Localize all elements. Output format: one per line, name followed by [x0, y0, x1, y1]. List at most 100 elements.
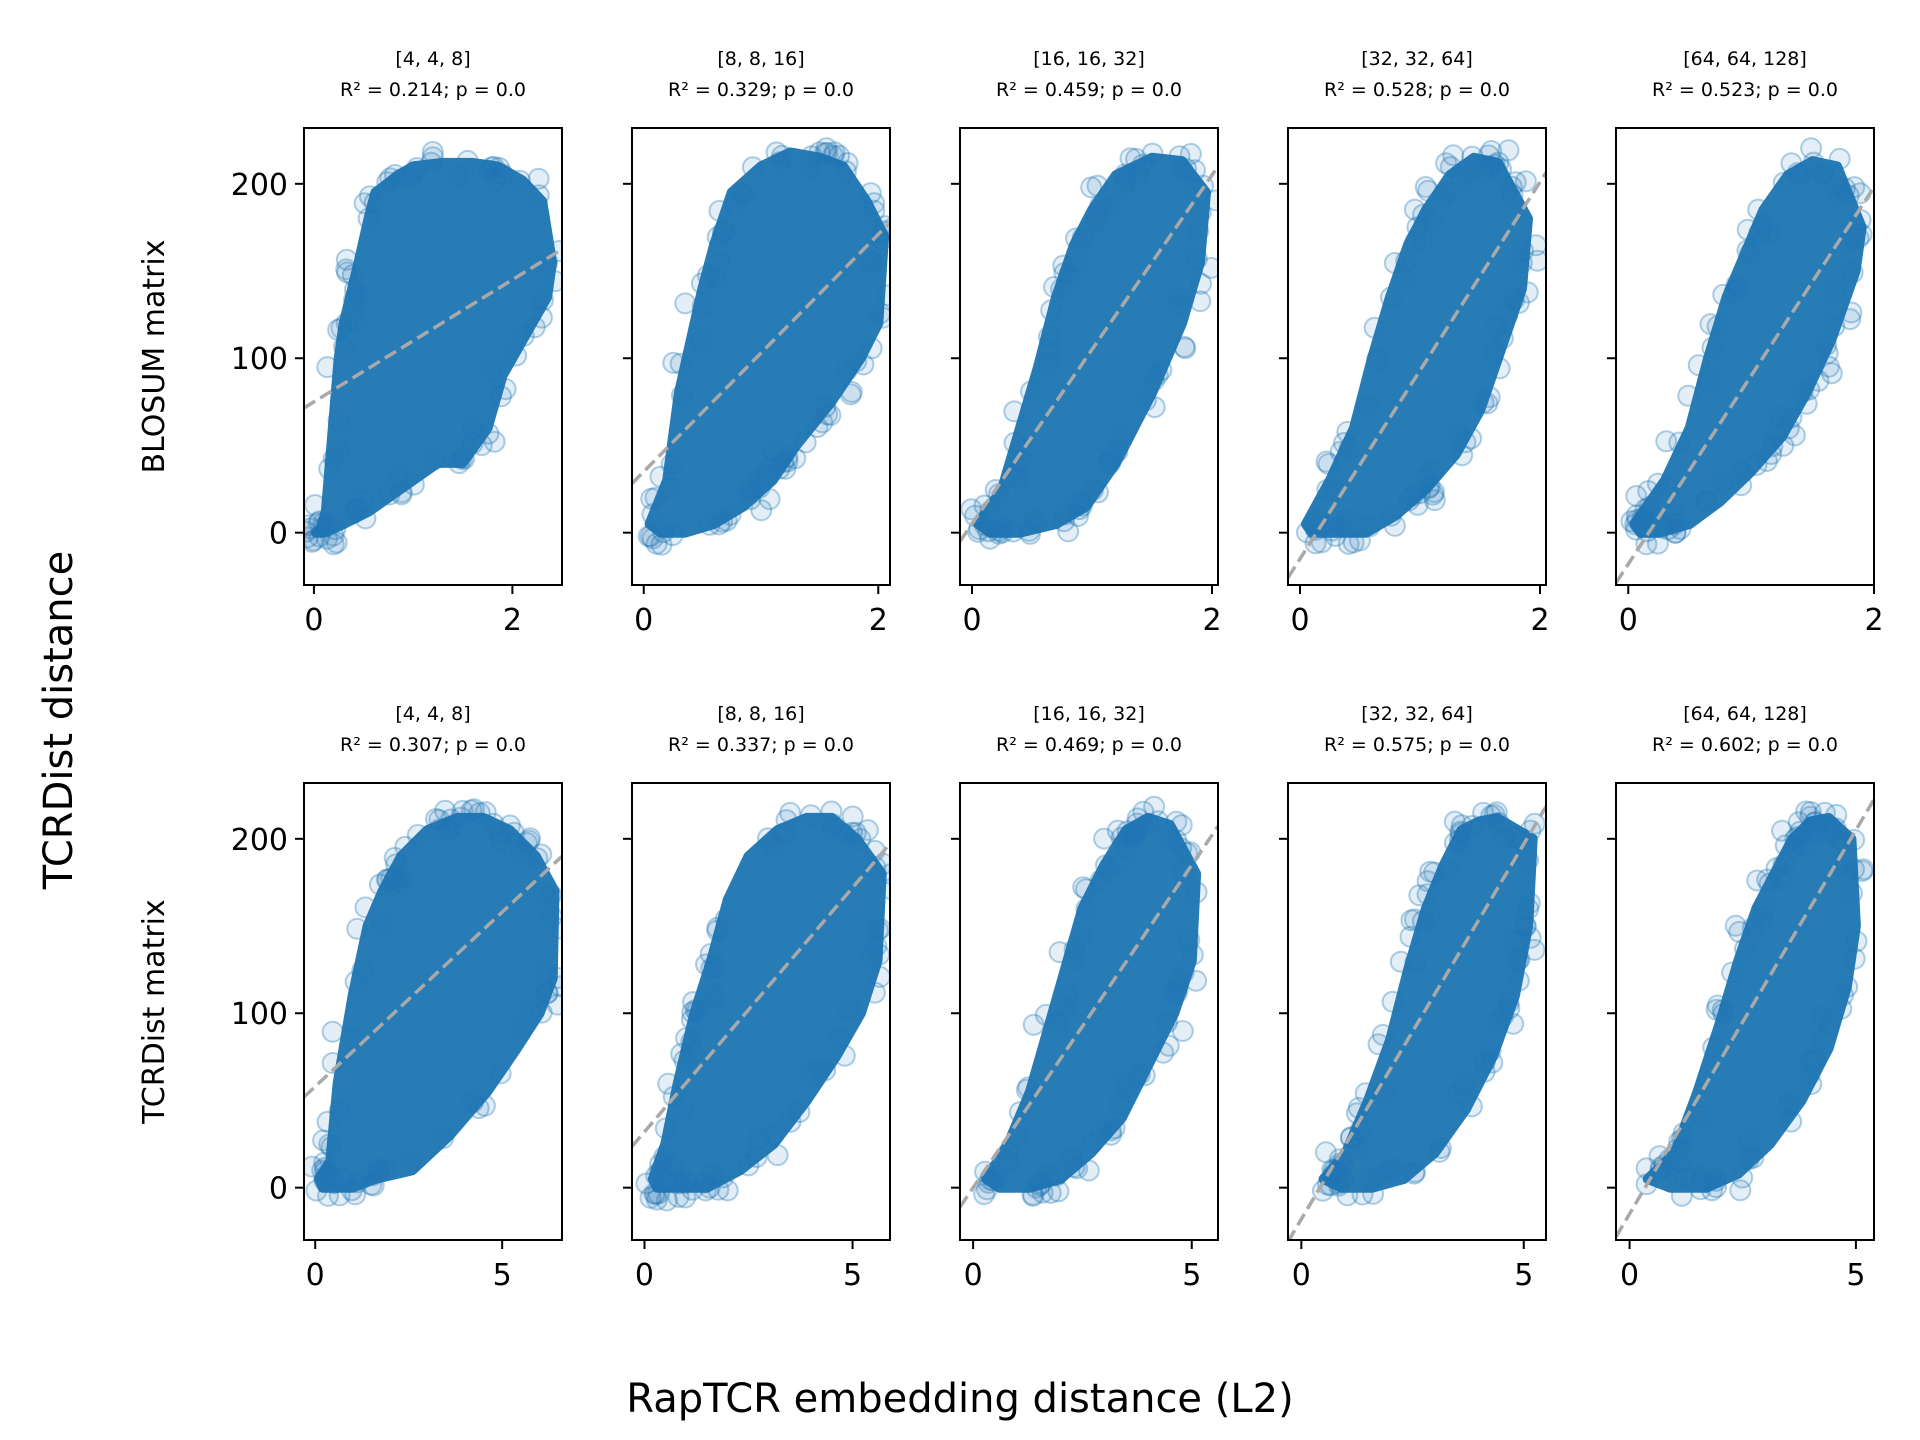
scatter-point	[1146, 810, 1169, 833]
scatter-point	[463, 798, 485, 821]
y-tick-label: 0	[269, 517, 288, 552]
scatter-points	[1311, 801, 1546, 1207]
scatter-point	[841, 821, 863, 844]
scatter-point	[1397, 489, 1420, 512]
scatter-point	[1106, 853, 1129, 876]
scatter-point	[304, 517, 322, 540]
plot-area	[1616, 798, 1874, 1238]
scatter-point	[540, 883, 562, 906]
scatter-point	[1010, 449, 1033, 472]
scatter-point	[1166, 977, 1189, 1000]
scatter-point	[1482, 340, 1505, 363]
scatter-point	[1701, 336, 1724, 359]
scatter-point	[1825, 803, 1848, 826]
scatter-point	[1488, 357, 1511, 380]
scatter-point	[1795, 800, 1818, 823]
axes-frame	[959, 127, 1219, 586]
scatter-point	[788, 1101, 811, 1123]
scatter-point	[864, 856, 887, 879]
scatter-point	[1526, 249, 1546, 272]
scatter-point	[816, 141, 839, 164]
scatter-point	[698, 513, 721, 536]
scatter-point	[1030, 1172, 1053, 1195]
scatter-point	[719, 503, 742, 526]
scatter-point	[1158, 829, 1181, 852]
scatter-point	[518, 829, 541, 852]
scatter-point	[1784, 827, 1807, 850]
scatter-point	[1166, 969, 1189, 992]
row-ylabel: BLOSUM matrix	[137, 239, 172, 473]
scatter-point	[1093, 827, 1116, 850]
scatter-point	[820, 817, 843, 840]
point-cloud	[973, 152, 1211, 538]
scatter-point	[765, 141, 788, 164]
scatter-point	[1174, 337, 1197, 360]
scatter-point	[1168, 286, 1191, 309]
scatter-point	[822, 813, 844, 836]
scatter-point	[304, 526, 319, 549]
scatter-point	[700, 957, 723, 980]
scatter-point	[1060, 1147, 1083, 1169]
scatter-point	[1179, 142, 1202, 165]
scatter-point	[354, 507, 377, 530]
subplot-stats: R² = 0.469; p = 0.0	[996, 734, 1182, 756]
scatter-point	[1311, 1179, 1334, 1202]
scatter-point	[1063, 948, 1086, 971]
scatter-point	[428, 818, 451, 841]
scatter-point	[1461, 145, 1484, 168]
scatter-point	[490, 830, 513, 853]
scatter-point	[1120, 828, 1143, 850]
scatter-point	[1417, 179, 1440, 202]
scatter-point	[1150, 359, 1173, 381]
scatter-point	[737, 1154, 760, 1177]
scatter-point	[1798, 378, 1821, 401]
scatter-point	[1799, 801, 1822, 823]
scatter-point	[877, 284, 890, 307]
plot-area	[1616, 137, 1874, 584]
scatter-point	[1168, 145, 1191, 168]
scatter-point	[1038, 338, 1061, 361]
scatter-point	[1811, 1028, 1834, 1051]
scatter-point	[1038, 351, 1060, 374]
scatter-point	[1099, 452, 1122, 475]
scatter-point	[1752, 213, 1775, 236]
scatter-point	[462, 1090, 485, 1113]
scatter-point	[1507, 949, 1530, 972]
scatter-point	[1843, 176, 1866, 199]
scatter-point	[1086, 174, 1109, 197]
scatter-point	[1316, 478, 1339, 501]
scatter-point	[1333, 432, 1355, 454]
scatter-point	[1054, 503, 1077, 526]
scatter-point	[1175, 158, 1198, 180]
scatter-point	[1517, 849, 1539, 872]
scatter-point	[519, 1000, 542, 1023]
scatter-point	[711, 510, 734, 533]
scatter-point	[982, 1169, 1005, 1192]
scatter-point	[747, 469, 770, 491]
scatter-point	[979, 527, 1002, 550]
scatter-point	[1411, 229, 1434, 252]
scatter-point	[1423, 861, 1446, 884]
scatter-point	[1751, 906, 1774, 929]
axes-frame	[959, 782, 1219, 1241]
scatter-point	[1053, 510, 1076, 533]
scatter-point	[488, 156, 511, 179]
scatter-point	[863, 199, 886, 222]
scatter-point	[534, 960, 557, 983]
subplot-title: [16, 16, 32]	[1033, 703, 1145, 725]
scatter-points	[1635, 800, 1874, 1207]
regression-line	[1288, 805, 1546, 1240]
scatter-point	[1620, 510, 1643, 533]
scatter-point	[774, 457, 797, 480]
scatter-point	[1689, 1178, 1712, 1201]
scatter-point	[681, 1001, 704, 1024]
scatter-point	[401, 1150, 424, 1173]
subplot-0-0: 0 100 200 0 2 [4, 4, 8] R² = 0.214; p = 0.0 BLO…	[137, 48, 563, 638]
scatter-point	[1190, 272, 1212, 295]
scatter-point	[973, 514, 996, 537]
scatter-point	[348, 283, 371, 306]
scatter-point	[439, 816, 462, 839]
scatter-point	[979, 1168, 1002, 1191]
scatter-point	[1523, 938, 1546, 961]
